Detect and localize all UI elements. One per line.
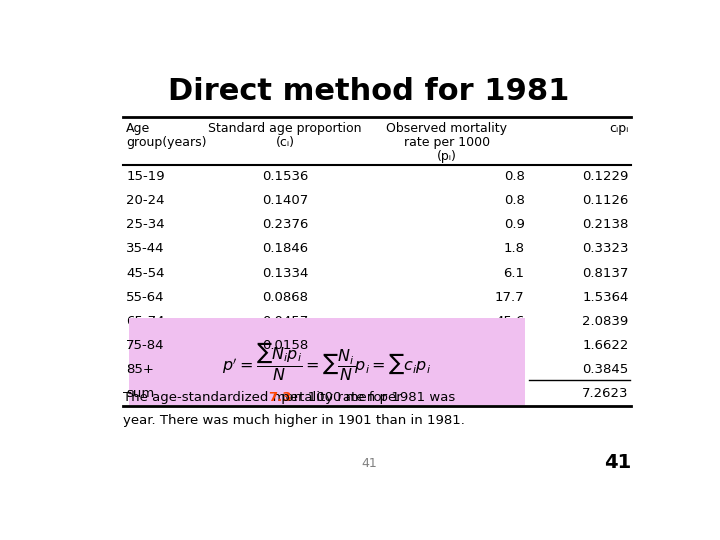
Text: (pᵢ): (pᵢ) (436, 150, 456, 163)
Text: 1.5364: 1.5364 (582, 291, 629, 303)
Text: 7.2623: 7.2623 (582, 387, 629, 400)
Text: 0.0158: 0.0158 (262, 339, 308, 352)
Text: 1.8: 1.8 (503, 242, 525, 255)
Text: 45-54: 45-54 (126, 267, 165, 280)
Text: 55-64: 55-64 (126, 291, 165, 303)
Text: 41: 41 (361, 457, 377, 470)
Text: year. There was much higher in 1901 than in 1981.: year. There was much higher in 1901 than… (124, 414, 465, 427)
Text: 85+: 85+ (126, 363, 154, 376)
Text: 0.3845: 0.3845 (582, 363, 629, 376)
Text: 2.0839: 2.0839 (582, 315, 629, 328)
Text: 0.2138: 0.2138 (582, 218, 629, 231)
Text: 0.0158: 0.0158 (262, 363, 308, 376)
Text: 226.2: 226.2 (487, 363, 525, 376)
Text: 105.2: 105.2 (487, 339, 525, 352)
Text: per 1000 men per: per 1000 men per (277, 391, 402, 404)
Text: 0.8: 0.8 (504, 170, 525, 183)
Text: rate per 1000: rate per 1000 (403, 136, 490, 149)
Text: sum: sum (126, 387, 155, 400)
Text: 6.1: 6.1 (503, 267, 525, 280)
Text: Direct method for 1981: Direct method for 1981 (168, 77, 570, 106)
Text: 0.1126: 0.1126 (582, 194, 629, 207)
Text: Standard age proportion: Standard age proportion (208, 122, 361, 135)
Text: cᵢpᵢ: cᵢpᵢ (609, 122, 629, 135)
Text: $p' = \dfrac{\sum N_i p_i}{N} = \sum \dfrac{N_i}{N} p_i = \sum c_i p_i$: $p' = \dfrac{\sum N_i p_i}{N} = \sum \df… (222, 340, 431, 383)
Text: 15-19: 15-19 (126, 170, 165, 183)
Text: 0.0868: 0.0868 (262, 291, 308, 303)
Text: 0.1846: 0.1846 (262, 242, 308, 255)
FancyBboxPatch shape (129, 318, 525, 404)
Text: (cᵢ): (cᵢ) (276, 136, 294, 149)
Text: 0.8: 0.8 (504, 194, 525, 207)
Text: 20-24: 20-24 (126, 194, 165, 207)
Text: 85+: 85+ (126, 363, 154, 376)
Text: 25-34: 25-34 (126, 218, 165, 231)
Text: 0.8137: 0.8137 (582, 267, 629, 280)
Text: 75-84: 75-84 (126, 339, 165, 352)
Text: 17.7: 17.7 (495, 291, 525, 303)
Text: Age: Age (126, 122, 150, 135)
Text: 0.3323: 0.3323 (582, 242, 629, 255)
Text: 0.0457: 0.0457 (262, 315, 308, 328)
Text: 41: 41 (604, 453, 631, 472)
Text: Observed mortality: Observed mortality (386, 122, 507, 135)
Text: The age-standardized mortality rate for 1981 was: The age-standardized mortality rate for … (124, 391, 460, 404)
Text: 0.1407: 0.1407 (262, 194, 308, 207)
Text: 0.2376: 0.2376 (262, 218, 308, 231)
Text: group(years): group(years) (126, 136, 207, 149)
Text: 0.9: 0.9 (504, 218, 525, 231)
Text: 35-44: 35-44 (126, 242, 165, 255)
Text: 65-74: 65-74 (126, 315, 165, 328)
Text: 75-84: 75-84 (126, 339, 165, 352)
Text: 45.6: 45.6 (495, 315, 525, 328)
Text: sum: sum (126, 387, 155, 400)
Text: 7.3: 7.3 (269, 391, 292, 404)
Text: 1.6622: 1.6622 (582, 339, 629, 352)
Text: 0.1229: 0.1229 (582, 170, 629, 183)
Text: 0.0158: 0.0158 (262, 339, 308, 352)
Text: 0.1334: 0.1334 (262, 267, 308, 280)
Text: 0.1536: 0.1536 (262, 170, 308, 183)
